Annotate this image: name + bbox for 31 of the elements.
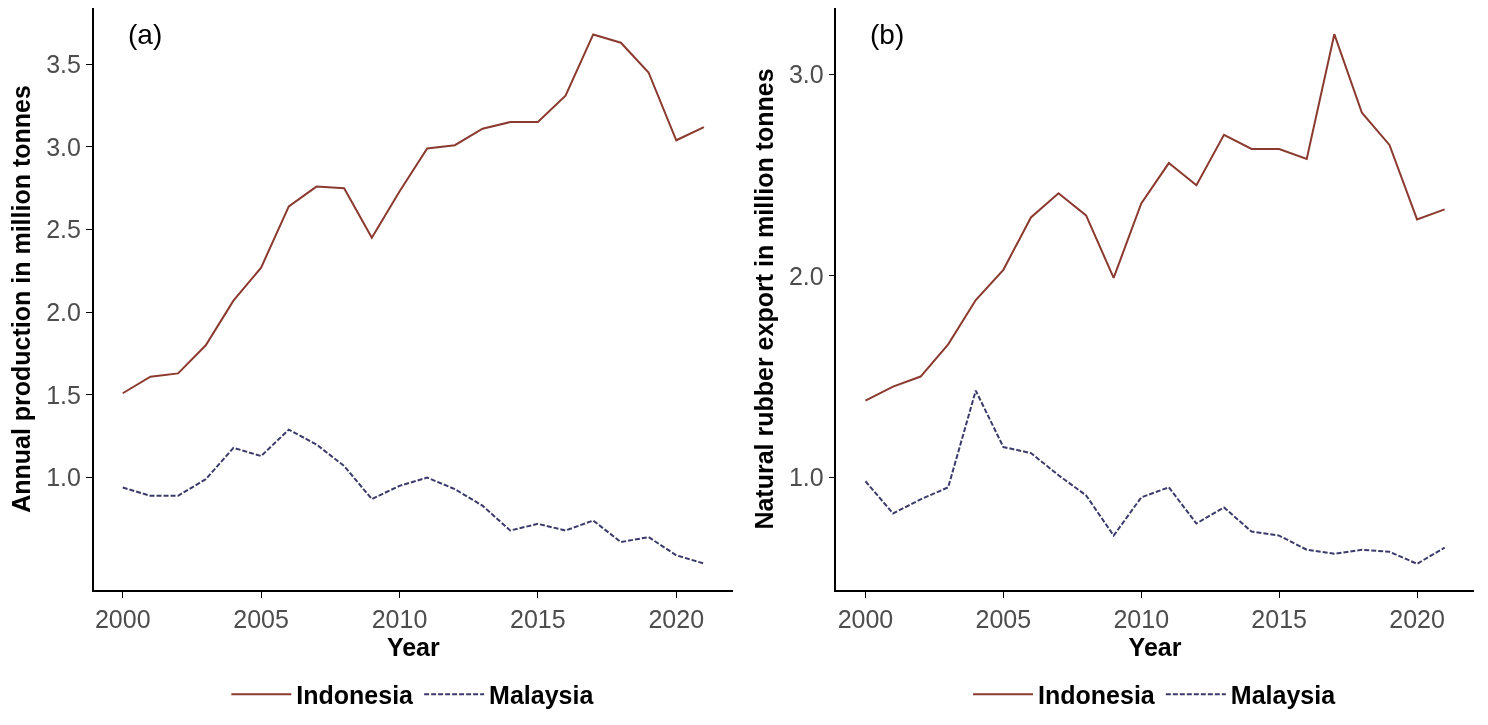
y-tick-label: 1.0: [46, 463, 81, 492]
x-axis-title: Year: [1128, 632, 1182, 661]
x-tick-label: 2000: [94, 604, 151, 633]
y-tick-label: 2.0: [46, 297, 81, 326]
annotation: (b): [870, 19, 905, 50]
line-series: [864, 389, 1446, 565]
legend-label: Indonesia: [1038, 680, 1156, 709]
x-tick-label: 2000: [837, 604, 894, 633]
x-axis-title: Year: [386, 632, 441, 661]
y-axis-title: Annual production in million tonnes: [7, 85, 36, 513]
y-tick-label: 2.0: [788, 261, 824, 290]
x-tick-label: 2015: [1251, 604, 1307, 633]
y-tick-label: 1.0: [788, 462, 824, 491]
x-tick-label: 2010: [1113, 604, 1170, 633]
y-tick-label: 3.0: [46, 132, 81, 161]
y-tick-label: 3.0: [788, 60, 824, 89]
y-tick-label: 2.5: [46, 215, 81, 244]
y-tick-label: 3.5: [46, 49, 81, 78]
x-tick-label: 2005: [975, 604, 1032, 633]
x-tick-label: 2010: [371, 604, 428, 633]
x-tick-label: 2020: [648, 604, 705, 633]
x-tick-label: 2005: [233, 604, 289, 633]
y-axis-title: Natural rubber export in million tonnes: [750, 68, 779, 530]
x-tick-label: 2015: [510, 604, 566, 633]
legend-label: Malaysia: [1230, 680, 1337, 709]
legend-label: Indonesia: [296, 680, 415, 709]
legend-label: Malaysia: [489, 680, 595, 709]
line-series: [121, 428, 705, 565]
annotation: (a): [128, 19, 163, 50]
y-tick-label: 1.5: [46, 380, 81, 409]
x-tick-label: 2020: [1389, 604, 1445, 633]
